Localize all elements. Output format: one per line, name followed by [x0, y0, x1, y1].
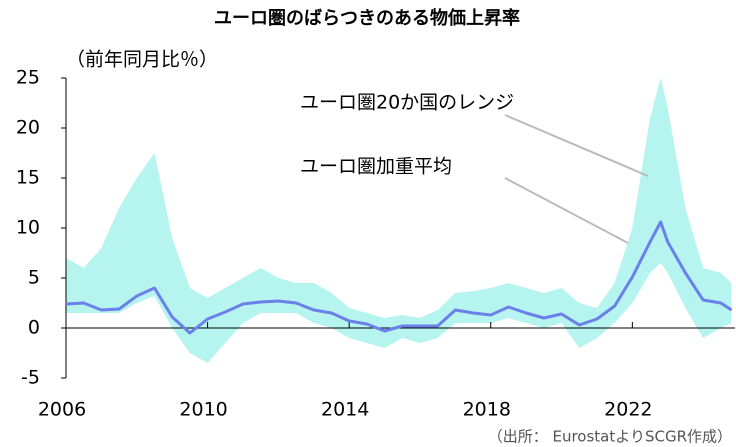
leader-line	[504, 114, 649, 177]
y-tick-label: 20	[16, 117, 40, 139]
x-tick-label: 2010	[179, 399, 227, 421]
x-tick-label: 2018	[463, 399, 511, 421]
y-tick-label: -5	[21, 367, 40, 389]
chart-title: ユーロ圏のばらつきのある物価上昇率	[214, 7, 520, 29]
source: （出所： EurostatよりSCGR作成）	[488, 428, 732, 446]
leader-line	[504, 177, 629, 244]
x-tick-label: 2022	[604, 399, 652, 421]
plot: -5 0 5 10 15 20 25 2006 2010 2014 2018 2022	[16, 67, 735, 421]
annotation: ユーロ圏加重平均	[300, 156, 452, 178]
y-tick-label: 25	[16, 67, 40, 89]
annotation: ユーロ圏20か国のレンジ	[300, 92, 514, 114]
range-band	[66, 78, 732, 363]
x-tick-label: 2006	[38, 399, 86, 421]
y-tick-label: 0	[28, 317, 40, 339]
y-axis-label: （前年同月比％）	[66, 49, 218, 71]
y-tick-label: 5	[28, 267, 40, 289]
series-line	[65, 220, 733, 335]
x-tick-label: 2014	[321, 399, 369, 421]
y-tick-label: 15	[16, 167, 40, 189]
y-tick-label: 10	[16, 217, 40, 239]
